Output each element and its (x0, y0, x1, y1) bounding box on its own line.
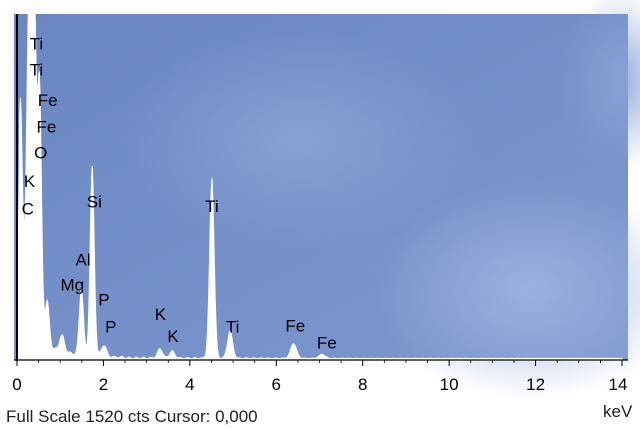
peak-label: K (24, 172, 36, 191)
peak-label: Fe (285, 317, 305, 336)
x-tick-label: 12 (526, 375, 545, 394)
x-axis-label: keV (603, 402, 633, 421)
peak-label: P (98, 290, 109, 309)
x-tick-label: 6 (272, 375, 281, 394)
status-bar: Full Scale 1520 cts Cursor: 0,000 (6, 407, 263, 427)
background-texture (120, 30, 480, 250)
x-tick-label: 0 (12, 375, 21, 394)
background-texture (370, 180, 640, 400)
peak-label: Ti (30, 34, 44, 53)
x-tick-label: 2 (99, 375, 108, 394)
cursor-readout: Cursor: 0,000 (154, 407, 258, 426)
x-tick-label: 8 (358, 375, 367, 394)
x-tick-label: 14 (609, 375, 628, 394)
spectrum-series (16, 13, 623, 361)
x-tick-label: 4 (185, 375, 194, 394)
peak-label: K (167, 327, 179, 346)
peak-label: Fe (38, 91, 58, 110)
peak-label: Al (76, 251, 91, 270)
peak-label: Fe (317, 334, 337, 353)
peak-label: K (155, 305, 167, 324)
peak-label: O (34, 144, 47, 163)
peak-label: Si (87, 192, 102, 211)
peak-label: Ti (205, 197, 219, 216)
background-texture (560, 0, 640, 170)
peak-label: C (22, 199, 34, 218)
peak-label: Ti (226, 318, 240, 337)
peak-label: Fe (36, 117, 56, 136)
x-tick-label: 10 (440, 375, 459, 394)
peak-label: Ti (30, 60, 44, 79)
full-scale-readout: Full Scale 1520 cts (6, 407, 150, 426)
peak-label: P (105, 318, 116, 337)
peak-label: Mg (61, 276, 85, 295)
